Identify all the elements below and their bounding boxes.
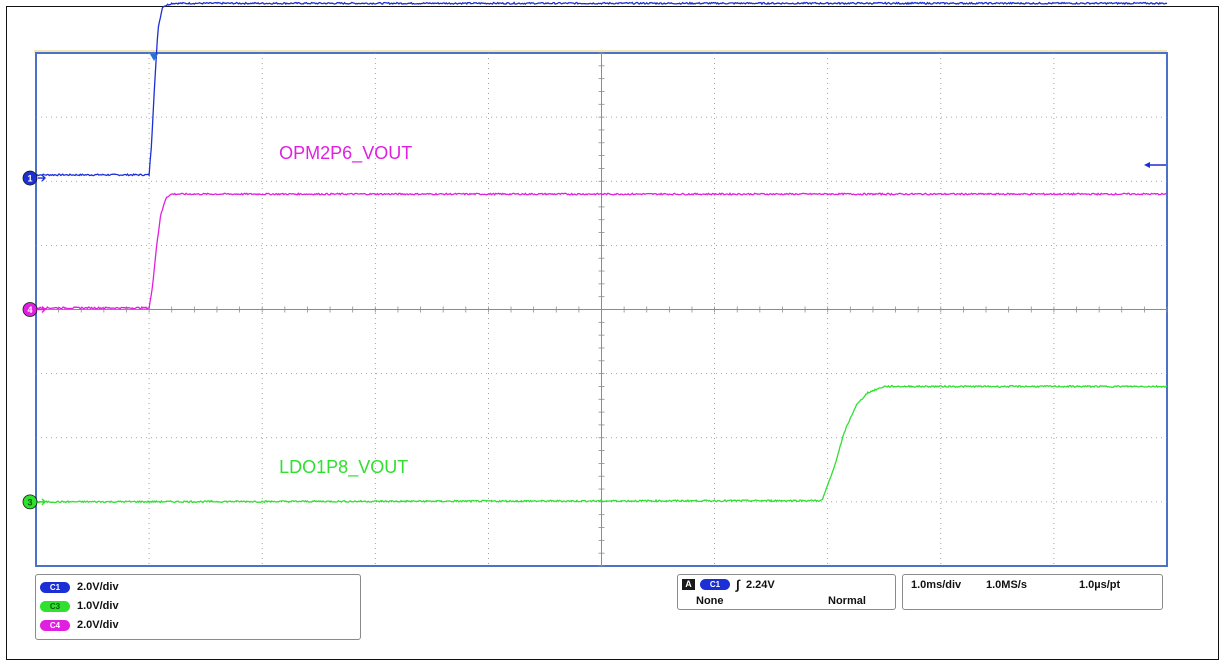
channel-marker-arrow-icon xyxy=(38,498,46,506)
trace-label: OPM2P6_VOUT xyxy=(279,143,412,164)
trigger-mode-box[interactable]: A xyxy=(682,579,695,590)
channel-pill-c3[interactable]: C3 xyxy=(40,600,70,612)
channel-marker-label: 4 xyxy=(28,305,33,315)
channel-marker-icon xyxy=(22,494,38,510)
trace-line xyxy=(35,1,1168,177)
scale-value-c3: 1.0V/div xyxy=(77,600,119,612)
scale-value-c1: 2.0V/div xyxy=(77,581,119,593)
channel-marker-arrow-icon xyxy=(38,174,46,182)
scale-value-c4: 2.0V/div xyxy=(77,619,119,631)
channel-pill-c1[interactable]: C1 xyxy=(40,581,70,593)
channel-pill-c4[interactable]: C4 xyxy=(40,619,70,631)
trigger-position-icon xyxy=(150,54,158,61)
channel-marker-label: 3 xyxy=(28,497,33,507)
channel-marker-arrow-icon xyxy=(38,306,46,313)
time-resolution: 1.0µs/pt xyxy=(1079,579,1121,591)
scale-row-c1: C1 2.0V/div xyxy=(40,580,119,594)
trigger-source-pill[interactable]: C1 xyxy=(700,579,730,590)
trigger-mode: Normal xyxy=(828,595,866,607)
sample-rate: 1.0MS/s xyxy=(986,579,1027,591)
channel-scale-panel: C1 2.0V/div C3 1.0V/div C4 2.0V/div xyxy=(35,574,361,640)
trigger-panel: A C1 ∫ 2.24V None Normal xyxy=(677,574,896,610)
timebase-panel: 1.0ms/div 1.0MS/s 1.0µs/pt xyxy=(902,574,1163,610)
figure-frame xyxy=(6,6,1219,660)
grid xyxy=(35,52,1168,567)
trigger-level-arrow-icon xyxy=(1144,162,1166,168)
scale-row-c3: C3 1.0V/div xyxy=(40,599,119,613)
traces xyxy=(35,1,1168,504)
trace-label: LDO1P8_VOUT xyxy=(279,457,408,478)
time-per-div: 1.0ms/div xyxy=(911,579,962,591)
trigger-coupling: None xyxy=(696,595,724,607)
channel-marker-icon xyxy=(22,170,38,186)
top-bar xyxy=(34,50,1167,53)
scale-row-c4: C4 2.0V/div xyxy=(40,618,119,632)
trace-line xyxy=(35,384,1168,504)
trigger-level: 2.24V xyxy=(746,579,775,591)
channel-markers: 1 4 3 xyxy=(22,170,46,510)
channel-marker-icon xyxy=(22,302,38,317)
channel-marker-label: 1 xyxy=(28,174,33,184)
trigger-slope-icon: ∫ xyxy=(736,577,740,592)
trace-line xyxy=(35,192,1168,310)
